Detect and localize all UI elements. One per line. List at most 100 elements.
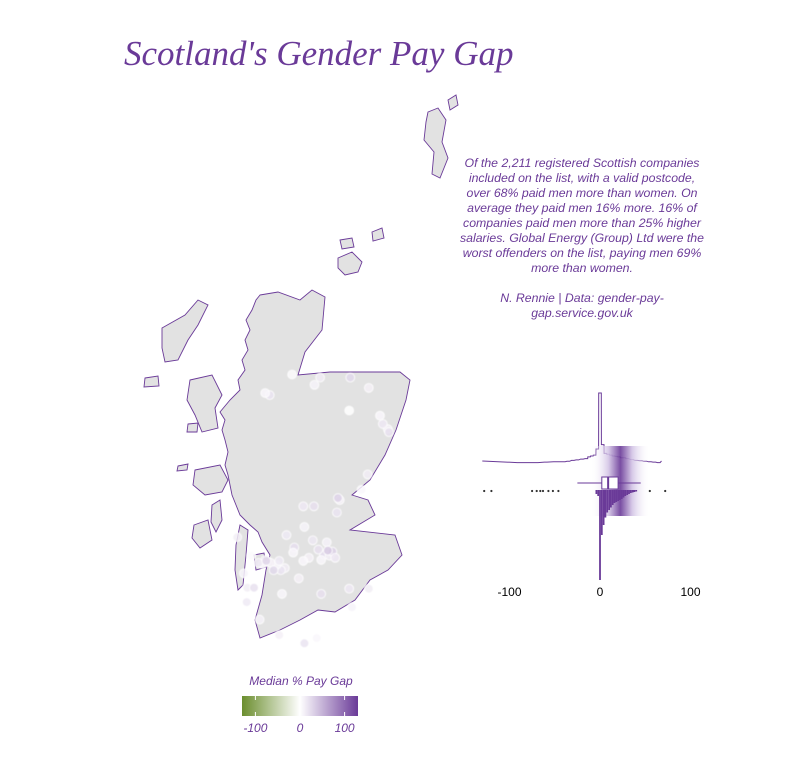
company-point [274, 630, 285, 640]
company-point [323, 545, 333, 556]
company-point [261, 556, 272, 566]
company-point [254, 614, 265, 625]
histogram-bar [631, 490, 634, 493]
company-point [356, 484, 367, 495]
legend-tick-label-100: 100 [335, 721, 355, 735]
legend-title: Median % Pay Gap [249, 674, 353, 688]
orkney-2 [339, 237, 355, 250]
histogram-bar [608, 490, 610, 510]
company-point [299, 638, 310, 649]
histogram-bar [624, 490, 627, 496]
histogram-bar [622, 490, 625, 498]
color-legend: Median % Pay Gap -100 0 100 [236, 674, 366, 738]
outlier-point [539, 489, 542, 493]
company-point [321, 537, 332, 548]
company-point [316, 589, 327, 599]
company-point [287, 369, 297, 380]
company-point [307, 535, 318, 546]
company-point [333, 493, 343, 503]
histogram-bar [629, 490, 632, 493]
histogram-bar [611, 490, 614, 505]
company-point [344, 405, 355, 416]
company-point [384, 427, 394, 437]
outlier-point [531, 489, 534, 493]
company-point [345, 372, 356, 383]
histogram-bar [620, 490, 623, 499]
histogram-bar [597, 490, 600, 496]
histogram-bar [600, 490, 603, 535]
distribution-marks [482, 392, 667, 580]
orkney-3 [371, 227, 385, 242]
company-points [232, 369, 394, 649]
histogram-bar [610, 490, 612, 508]
scotland-map [143, 94, 459, 649]
boxplot-box [601, 476, 619, 490]
company-point [281, 530, 292, 540]
shetland-north [447, 94, 459, 111]
tiree [176, 463, 189, 472]
mull [192, 464, 229, 496]
outlier-point [664, 489, 667, 493]
histogram-bar [613, 490, 616, 503]
outlier-point [490, 489, 493, 493]
shetland [423, 107, 449, 179]
annotation-text: Of the 2,211 registered Scottish compani… [458, 156, 706, 321]
company-point [288, 547, 299, 558]
chart-title: Scotland's Gender Pay Gap [124, 34, 514, 73]
histogram-bar [604, 490, 607, 518]
histogram-bar [626, 490, 629, 495]
islay [191, 519, 213, 549]
company-point [377, 419, 388, 429]
histogram-bar [633, 490, 636, 492]
lewis [161, 299, 209, 363]
company-point [274, 556, 285, 566]
company-point [313, 544, 324, 555]
skye [186, 374, 223, 433]
histogram-bar [595, 490, 598, 494]
uist [143, 375, 160, 388]
jura [210, 499, 223, 534]
histogram-bar [635, 490, 638, 492]
legend-tick-label-neg100: -100 [243, 721, 267, 735]
company-point [232, 532, 243, 542]
legend-tick-label-0: 0 [297, 721, 304, 735]
company-point [309, 379, 320, 390]
histogram-bar [617, 490, 619, 501]
company-point [293, 573, 304, 584]
histogram-bar [606, 490, 609, 513]
mainland [219, 289, 411, 639]
company-point [311, 633, 322, 643]
histogram-bar [628, 490, 630, 494]
histogram-bar [599, 490, 601, 580]
company-point [315, 372, 325, 383]
x-tick-label-0: 0 [597, 585, 604, 599]
company-point [375, 410, 385, 421]
company-point [344, 583, 355, 594]
outlier-point [551, 489, 554, 493]
company-point [260, 388, 271, 398]
outlier-point [547, 489, 550, 493]
outlier-point [541, 489, 545, 493]
annotation-body: Of the 2,211 registered Scottish compani… [459, 156, 704, 275]
company-point [363, 583, 374, 594]
legend-ticks [254, 696, 346, 716]
company-point [277, 589, 287, 599]
company-point [298, 501, 309, 512]
x-tick-label-100: 100 [680, 585, 700, 599]
company-point [268, 565, 279, 575]
company-point [316, 555, 327, 565]
data-credit: N. Rennie | Data: gender-pay-gap.service… [500, 291, 664, 320]
outlier-point [648, 489, 651, 493]
x-tick-label-neg100: -100 [497, 585, 521, 599]
histogram-bar [602, 490, 605, 525]
company-point [241, 597, 252, 607]
land-shapes [143, 94, 459, 639]
company-point [246, 550, 257, 561]
orkney-1 [337, 251, 363, 276]
company-point [332, 507, 342, 518]
legend-colorbar: -100 0 100 [242, 696, 358, 735]
outlier-point [483, 489, 486, 493]
outlier-point [557, 489, 560, 493]
pay-gap-distribution: -100 0 100 [482, 392, 701, 599]
rum [186, 422, 199, 433]
